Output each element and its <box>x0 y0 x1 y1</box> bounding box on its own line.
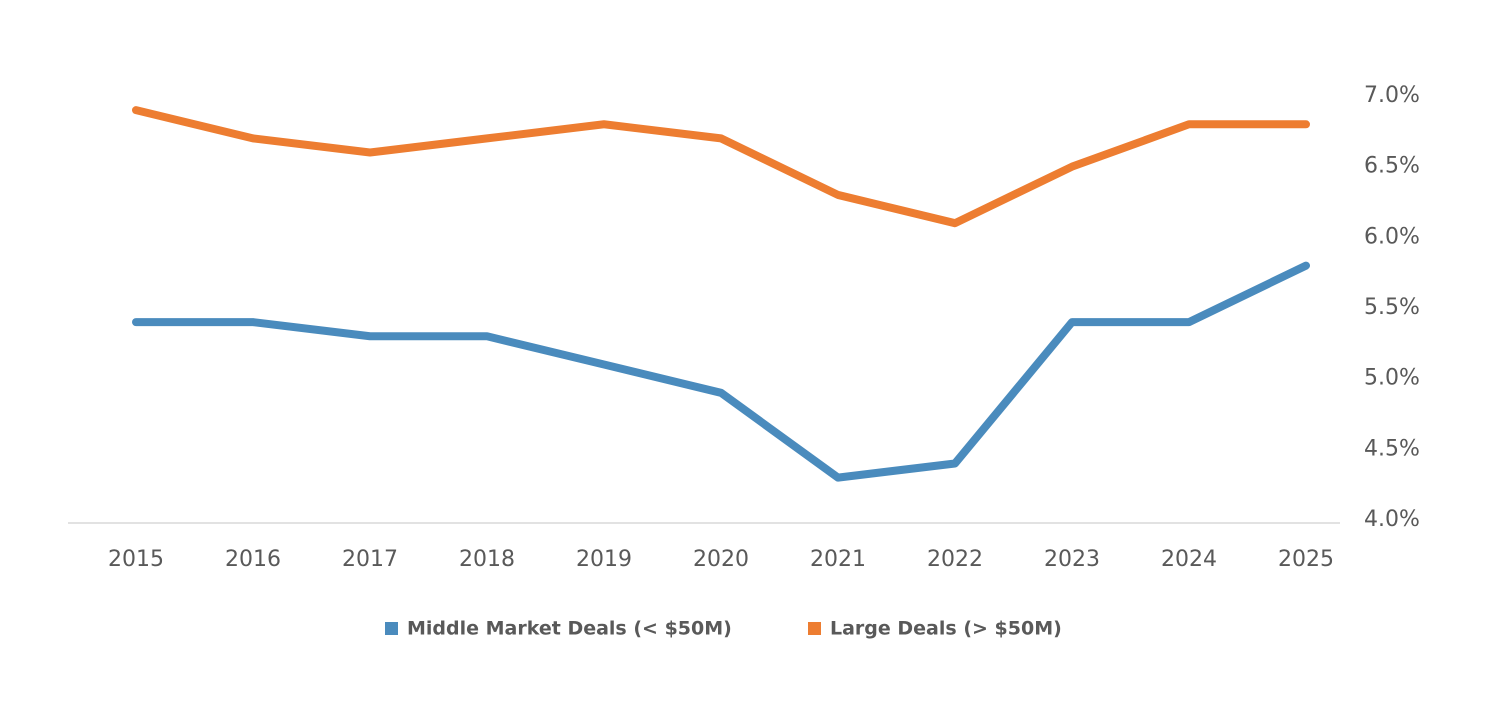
y-tick-label: 6.0% <box>1364 224 1420 249</box>
series-line <box>132 261 1310 482</box>
x-tick-label: 2015 <box>108 547 164 572</box>
x-tick-label: 2023 <box>1044 547 1100 572</box>
y-tick-label: 5.5% <box>1364 295 1420 320</box>
y-tick-label: 4.0% <box>1364 507 1420 532</box>
y-tick-label: 6.5% <box>1364 154 1420 179</box>
x-tick-label: 2019 <box>576 547 632 572</box>
x-tick-label: 2024 <box>1161 547 1217 572</box>
y-tick-label: 4.5% <box>1364 436 1420 461</box>
y-tick-label: 7.0% <box>1364 83 1420 108</box>
x-tick-label: 2022 <box>927 547 983 572</box>
x-tick-label: 2017 <box>342 547 398 572</box>
x-tick-label: 2025 <box>1278 547 1334 572</box>
y-tick-label: 5.0% <box>1364 366 1420 391</box>
x-tick-label: 2018 <box>459 547 515 572</box>
legend-label: Large Deals (> $50M) <box>830 618 1062 640</box>
series-line <box>132 106 1310 228</box>
legend-label: Middle Market Deals (< $50M) <box>407 618 732 640</box>
legend-marker <box>808 622 821 635</box>
x-tick-label: 2016 <box>225 547 281 572</box>
legend-marker <box>385 622 398 635</box>
x-tick-label: 2021 <box>810 547 866 572</box>
x-tick-label: 2020 <box>693 547 749 572</box>
